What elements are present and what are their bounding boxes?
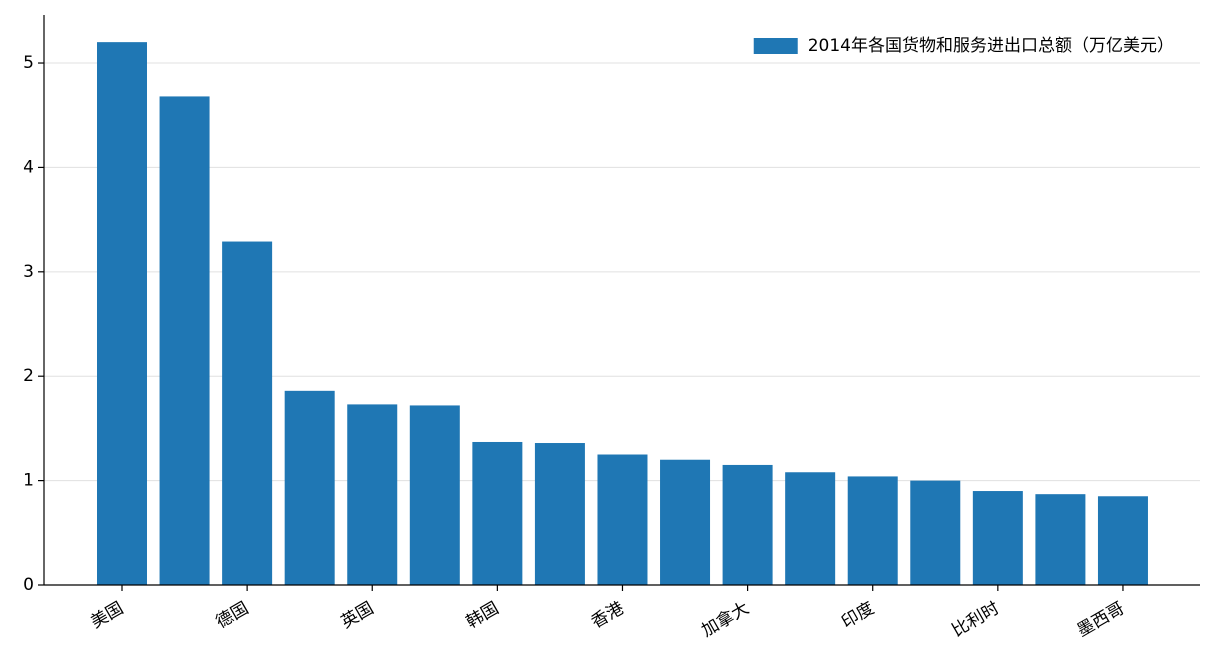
bar (597, 454, 648, 585)
bar (785, 472, 836, 585)
legend-swatch (753, 38, 798, 54)
x-tick-label: 德国 (213, 598, 252, 632)
bar (972, 491, 1023, 585)
bar (847, 476, 898, 585)
bar (409, 405, 460, 585)
bar (284, 390, 335, 585)
y-tick-label: 2 (23, 366, 34, 386)
bar (1097, 496, 1148, 585)
y-tick-label: 3 (23, 262, 34, 282)
legend-label: 2014年各国货物和服务进出口总额（万亿美元） (808, 36, 1174, 56)
x-tick-label: 香港 (588, 598, 627, 632)
bar (222, 241, 273, 586)
y-tick-label: 4 (23, 157, 34, 177)
bar (472, 441, 523, 585)
x-tick-label: 比利时 (949, 598, 1003, 641)
bar (97, 42, 147, 585)
bar (1035, 494, 1086, 585)
x-tick-label: 墨西哥 (1074, 598, 1128, 641)
y-tick-label: 5 (23, 53, 34, 73)
y-tick-label: 1 (23, 471, 34, 491)
bar (347, 404, 398, 585)
x-tick-label: 加拿大 (698, 597, 753, 641)
y-tick-label: 0 (23, 575, 34, 595)
bar (910, 480, 961, 585)
bar (534, 443, 585, 585)
x-tick-label: 美国 (88, 598, 127, 632)
x-tick-label: 英国 (338, 598, 377, 632)
bar (660, 459, 711, 585)
x-tick-label: 韩国 (463, 598, 502, 632)
bar (722, 464, 773, 585)
x-tick-label: 印度 (838, 598, 877, 632)
bar (159, 96, 210, 585)
